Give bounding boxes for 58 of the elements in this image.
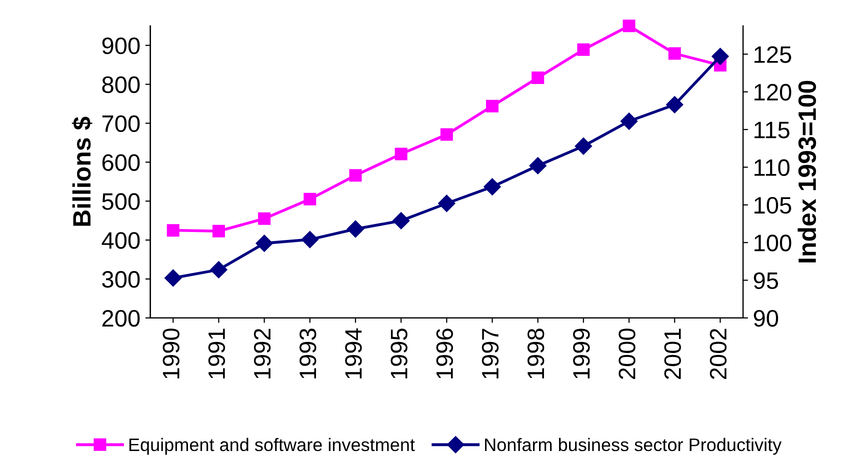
- x-tick-label: 1999: [573, 328, 590, 378]
- y-tick-label: 800: [102, 76, 140, 94]
- point: [256, 234, 273, 252]
- y-tick-label: 900: [102, 37, 140, 54]
- point: [620, 112, 638, 130]
- point: [712, 48, 729, 65]
- y2-tick-label: 110: [754, 159, 790, 176]
- point: [394, 148, 408, 160]
- legend-label: Nonfarm business sector Productivity: [485, 438, 782, 455]
- x-tick-label: 2000: [618, 328, 636, 379]
- x-tick-label: 1996: [436, 328, 454, 378]
- y2-axis-title: Index 1993=100: [798, 80, 816, 262]
- x-tick-label: 2001: [664, 328, 681, 379]
- y2-tick-label: 105: [754, 196, 792, 214]
- x-tick-label: 1995: [390, 328, 408, 378]
- x-tick-label: 1998: [527, 328, 544, 378]
- y-tick-label: 300: [102, 271, 140, 288]
- point: [164, 269, 182, 287]
- y2-tick-label: 95: [754, 272, 778, 290]
- point: [529, 157, 546, 174]
- x-tick-label: 1993: [300, 328, 316, 378]
- point: [166, 224, 180, 237]
- y2-tick-label: 90: [754, 310, 778, 327]
- x-tick-label: 2002: [710, 328, 727, 379]
- point: [349, 169, 362, 182]
- x-tick-label: 1990: [162, 328, 180, 378]
- point: [666, 96, 684, 114]
- point: [486, 100, 499, 112]
- point: [484, 178, 501, 196]
- x-tick-label: 1991: [208, 328, 226, 378]
- y-tick-label: 200: [102, 310, 140, 327]
- y-tick-label: 600: [102, 154, 140, 171]
- point: [622, 20, 636, 32]
- y-axis-title: Billions $: [72, 116, 92, 226]
- x-tick-label: 1997: [482, 328, 499, 378]
- y2-tick-label: 120: [754, 84, 792, 101]
- point: [346, 220, 364, 238]
- x-tick-label: 1994: [345, 328, 362, 378]
- y-tick-label: 500: [102, 193, 140, 210]
- point: [532, 71, 544, 84]
- point: [577, 43, 590, 56]
- y2-tick-label: 125: [754, 46, 792, 63]
- point: [440, 128, 453, 141]
- point: [212, 224, 225, 238]
- point: [392, 212, 410, 230]
- y-tick-label: 700: [102, 115, 140, 132]
- legend-label: Equipment and software investment: [129, 438, 415, 455]
- point: [574, 138, 592, 155]
- y2-tick-label: 100: [754, 234, 792, 252]
- point: [258, 212, 271, 225]
- point: [301, 231, 318, 248]
- y2-tick-label: 115: [754, 122, 790, 138]
- point: [438, 194, 456, 212]
- y-tick-label: 400: [102, 232, 140, 249]
- point: [210, 261, 228, 278]
- x-tick-label: 1992: [254, 328, 271, 378]
- point: [304, 192, 316, 206]
- point: [668, 47, 681, 60]
